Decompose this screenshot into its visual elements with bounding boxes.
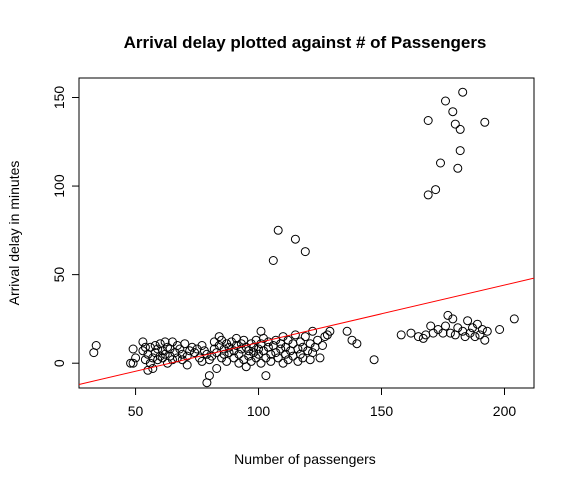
- data-point: [453, 163, 463, 173]
- data-point: [138, 337, 148, 347]
- data-point: [266, 356, 276, 366]
- data-point: [197, 341, 207, 350]
- x-tick-label: 150: [370, 403, 394, 419]
- data-point: [241, 362, 251, 372]
- data-point: [441, 321, 450, 331]
- data-point: [369, 355, 379, 365]
- data-point: [475, 330, 485, 340]
- data-point: [480, 117, 490, 127]
- data-point: [318, 341, 327, 350]
- data-point: [131, 353, 141, 363]
- data-point: [325, 326, 335, 336]
- data-point: [431, 185, 441, 195]
- data-point: [448, 314, 458, 324]
- data-point: [315, 353, 325, 363]
- data-point: [182, 351, 192, 361]
- data-point: [308, 348, 318, 358]
- data-point: [342, 326, 352, 336]
- x-axis: 50 100 150 200: [128, 387, 517, 419]
- data-point: [163, 342, 172, 352]
- x-tick-label: 100: [247, 403, 271, 419]
- data-point: [480, 335, 490, 345]
- data-point: [234, 349, 244, 359]
- data-point: [256, 358, 266, 368]
- y-axis: 0 50 100 150: [51, 86, 80, 367]
- data-points: [89, 87, 519, 388]
- data-point: [300, 332, 310, 342]
- chart-title: Arrival delay plotted against # of Passe…: [124, 33, 487, 52]
- data-point: [145, 342, 155, 352]
- data-point: [445, 328, 455, 338]
- data-point: [268, 256, 278, 265]
- data-point: [470, 332, 480, 342]
- data-point: [413, 332, 423, 342]
- y-tick-label: 100: [51, 174, 67, 198]
- data-point: [224, 348, 234, 358]
- data-point: [455, 146, 465, 156]
- regression-line: [78, 277, 535, 385]
- data-point: [406, 328, 416, 338]
- data-point: [308, 326, 318, 336]
- data-point: [276, 344, 286, 354]
- data-point: [266, 349, 276, 359]
- data-point: [441, 96, 450, 106]
- data-point: [396, 330, 406, 340]
- data-point: [455, 124, 465, 134]
- data-point: [212, 364, 222, 373]
- data-point: [222, 356, 232, 366]
- data-point: [128, 358, 138, 368]
- data-point: [450, 119, 460, 129]
- data-point: [352, 339, 362, 349]
- data-point: [155, 351, 165, 361]
- data-point: [463, 316, 473, 326]
- x-tick-label: 200: [493, 403, 517, 419]
- data-point: [313, 335, 323, 345]
- data-point: [477, 325, 487, 334]
- y-tick-label: 0: [51, 359, 67, 367]
- data-point: [472, 319, 482, 329]
- y-tick-label: 50: [51, 267, 67, 283]
- data-point: [423, 116, 433, 125]
- data-point: [290, 234, 300, 244]
- data-point: [126, 358, 136, 368]
- data-point: [145, 358, 155, 368]
- data-point: [202, 349, 212, 359]
- data-point: [448, 107, 458, 117]
- data-point: [204, 371, 214, 381]
- data-point: [160, 337, 170, 347]
- y-tick-label: 150: [51, 86, 67, 110]
- data-point: [177, 349, 187, 359]
- y-axis-label: Arrival delay in minutes: [6, 161, 22, 306]
- data-point: [495, 325, 505, 334]
- data-point: [295, 337, 305, 347]
- data-point: [482, 326, 492, 336]
- data-point: [300, 247, 310, 257]
- data-point: [261, 371, 271, 381]
- data-point: [187, 342, 197, 352]
- data-point: [423, 190, 433, 200]
- data-point: [175, 344, 185, 354]
- data-point: [273, 353, 283, 363]
- data-point: [436, 158, 445, 168]
- data-point: [128, 344, 138, 354]
- data-point: [273, 225, 283, 235]
- data-point: [182, 360, 192, 370]
- data-point: [458, 87, 468, 97]
- x-axis-label: Number of passengers: [234, 451, 376, 467]
- fit-line-layer: [78, 277, 535, 385]
- data-point: [91, 341, 101, 350]
- x-tick-label: 50: [128, 403, 144, 419]
- data-point: [509, 314, 519, 324]
- data-point: [320, 332, 330, 342]
- data-point: [180, 339, 190, 349]
- data-point: [254, 344, 263, 354]
